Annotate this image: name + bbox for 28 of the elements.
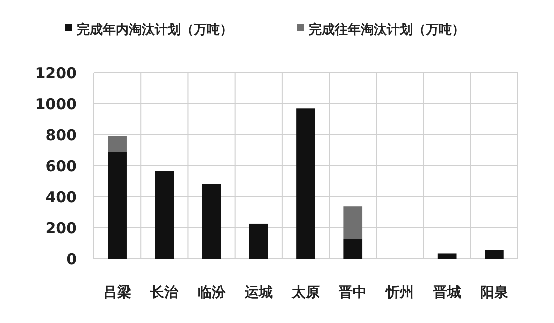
bar: [202, 184, 222, 259]
bar: [485, 250, 504, 259]
y-tick-label: 200: [46, 219, 77, 238]
bar: [249, 224, 268, 259]
x-tick-label: 阳泉: [480, 285, 508, 301]
x-tick-label: 长治: [150, 285, 180, 301]
legend-label: 完成年内淘汰计划（万吨）: [77, 22, 233, 38]
y-tick-label: 600: [46, 157, 77, 176]
y-tick-label: 800: [46, 126, 77, 144]
x-tick-label: 运城: [244, 285, 273, 301]
y-tick-label: 400: [46, 188, 77, 206]
legend-label: 完成往年淘汰计划（万吨）: [309, 22, 465, 38]
bar: [344, 206, 363, 240]
x-tick-label: 晋中: [338, 285, 368, 301]
x-tick-label: 忻州: [385, 285, 414, 301]
x-tick-label: 临汾: [198, 285, 227, 301]
bar: [155, 171, 174, 259]
y-tick-label: 1200: [35, 64, 77, 82]
bar: [108, 136, 127, 152]
bar: [108, 152, 127, 259]
y-tick-label: 1000: [35, 95, 77, 114]
bar: [296, 108, 316, 259]
x-tick-label: 吕梁: [104, 284, 132, 301]
y-tick-label: 0: [66, 250, 77, 268]
bar: [438, 254, 457, 259]
x-tick-label: 晋城: [432, 285, 462, 301]
x-tick-label: 太原: [291, 285, 320, 301]
bar: [344, 239, 363, 259]
